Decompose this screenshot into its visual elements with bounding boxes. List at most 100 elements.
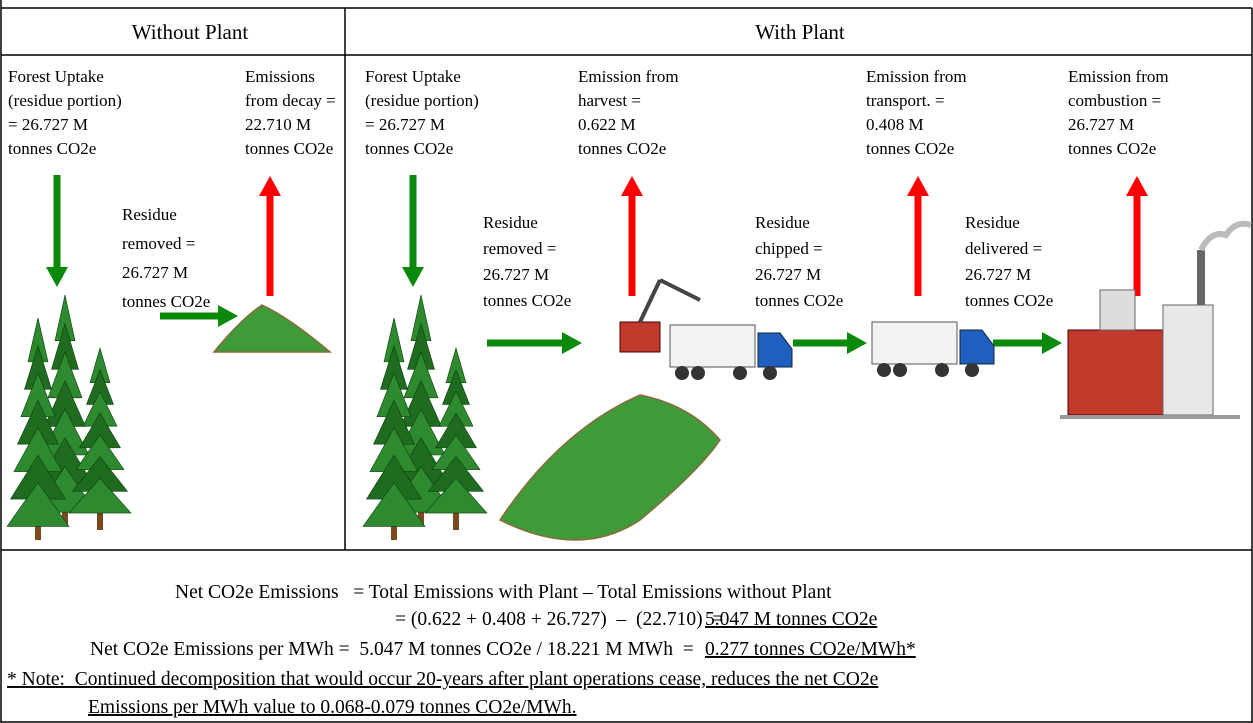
foliage [362, 482, 426, 527]
foliage [6, 482, 70, 527]
label-line: removed = [483, 239, 556, 258]
truck-trailer [669, 324, 756, 368]
tree [6, 317, 70, 540]
label-line: Residue [755, 213, 810, 232]
arrow [993, 332, 1062, 354]
arrow-head [402, 267, 424, 287]
label-line: chipped = [755, 239, 823, 258]
foliage [424, 477, 488, 514]
label-line: 0.408 M [866, 115, 924, 134]
label-line: = 26.727 M [8, 115, 88, 134]
label-line: tonnes CO2e [578, 139, 666, 158]
note: * Note: Continued decomposition that wou… [7, 669, 878, 690]
label-line: 26.727 M [755, 265, 821, 284]
header: With Plant [755, 20, 845, 44]
wheel [763, 366, 777, 380]
arrow [621, 176, 643, 296]
label-line: Residue [965, 213, 1020, 232]
plant-boiler [1162, 304, 1214, 416]
label-line: Residue [122, 205, 177, 224]
wheel [893, 363, 907, 377]
illustrations [6, 175, 1252, 541]
label-line: Emissions [245, 67, 315, 86]
label-line: from decay = [245, 91, 336, 110]
trunk [97, 500, 103, 530]
chipper [619, 321, 661, 353]
truck [871, 321, 995, 377]
ground [1060, 415, 1240, 419]
label-line: Residue [483, 213, 538, 232]
label-line: Emission from [866, 67, 967, 86]
label-line: harvest = [578, 91, 641, 110]
arrow-head [907, 176, 929, 196]
label-line: 22.710 M [245, 115, 311, 134]
label-line: Emission from [1068, 67, 1169, 86]
label-line: tonnes CO2e [8, 139, 96, 158]
residue-pile [212, 304, 333, 353]
wheel [877, 363, 891, 377]
arrow [1126, 176, 1148, 296]
arrow [259, 176, 281, 296]
label-line: 0.622 M [578, 115, 636, 134]
residue-pile [498, 394, 721, 541]
arrow-head [259, 176, 281, 196]
label-line: = 26.727 M [365, 115, 445, 134]
arrow [793, 332, 867, 354]
arrow-head [562, 332, 582, 354]
arrow-head [621, 176, 643, 196]
label-line: tonnes CO2e [122, 292, 210, 311]
tree [68, 346, 132, 530]
label-line: tonnes CO2e [1068, 139, 1156, 158]
arrow-head [46, 267, 68, 287]
arrow-head [1126, 176, 1148, 196]
label-line: tonnes CO2e [965, 291, 1053, 310]
label-line: tonnes CO2e [755, 291, 843, 310]
label-line: tonnes CO2e [245, 139, 333, 158]
label-line: tonnes CO2e [365, 139, 453, 158]
arrow-head [847, 332, 867, 354]
arrow [907, 176, 929, 296]
trunk [453, 500, 459, 530]
equation-result: 0.277 tonnes CO2e/MWh* [705, 639, 916, 660]
foliage [68, 477, 132, 514]
wheel [675, 366, 689, 380]
plant-building [1067, 329, 1164, 416]
smokestack [1197, 250, 1205, 305]
arrow [160, 305, 238, 327]
label-line: 26.727 M [965, 265, 1031, 284]
label-line: 26.727 M [483, 265, 549, 284]
label-line: removed = [122, 234, 195, 253]
truck-cab [757, 332, 793, 368]
tree [424, 346, 488, 530]
wheel [691, 366, 705, 380]
label-line: Forest Uptake [8, 67, 104, 86]
arrow [46, 175, 68, 287]
equation: Net CO2e Emissions per MWh = 5.047 M ton… [90, 639, 694, 660]
wheel [965, 363, 979, 377]
label-line: delivered = [965, 239, 1042, 258]
note: Emissions per MWh value to 0.068-0.079 t… [88, 697, 577, 718]
smoke [1198, 220, 1252, 252]
arrow [402, 175, 424, 287]
boom [659, 278, 701, 302]
boom [638, 279, 662, 323]
equation-result: 5.047 M tonnes CO2e [705, 609, 877, 630]
plant-building [1099, 289, 1136, 331]
equation: Net CO2e Emissions = Total Emissions wit… [175, 582, 832, 603]
wheel [935, 363, 949, 377]
label-line: Forest Uptake [365, 67, 461, 86]
label-line: tonnes CO2e [866, 139, 954, 158]
arrow-head [1042, 332, 1062, 354]
truck [669, 324, 793, 380]
truck-trailer [871, 321, 958, 365]
equation: = (0.622 + 0.408 + 26.727) – (22.710) = [395, 609, 723, 630]
label-line: tonnes CO2e [483, 291, 571, 310]
truck-cab [959, 329, 995, 365]
label-line: 26.727 M [122, 263, 188, 282]
label-line: Emission from [578, 67, 679, 86]
tree [362, 317, 426, 540]
label-line: (residue portion) [365, 91, 479, 110]
header: Without Plant [132, 20, 249, 44]
